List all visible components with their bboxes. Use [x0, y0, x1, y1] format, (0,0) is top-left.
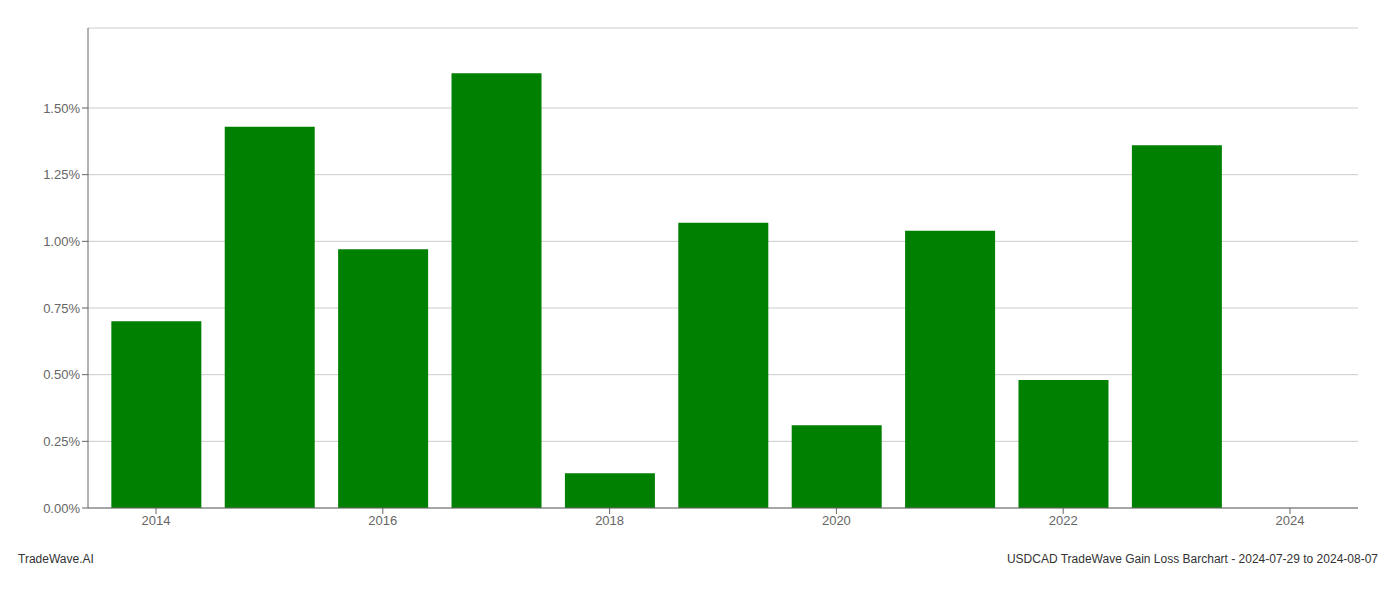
- html-text:USDCAD TradeWave Gain Loss Bar: USDCAD TradeWave Gain Loss Barchart - 20…: [1006, 552, 1378, 566]
- svg-text:0.00%: 0.00%: [43, 501, 80, 516]
- svg-text:0.50%: 0.50%: [43, 367, 80, 382]
- svg-text:2024: 2024: [1276, 513, 1305, 528]
- svg-text:1.50%: 1.50%: [43, 101, 80, 116]
- svg-text:2022: 2022: [1049, 513, 1078, 528]
- svg-text:2014: 2014: [142, 513, 171, 528]
- svg-text:0.75%: 0.75%: [43, 301, 80, 316]
- svg-text:1.25%: 1.25%: [43, 167, 80, 182]
- svg-text:2016: 2016: [368, 513, 397, 528]
- html-text:TradeWave.AI: TradeWave.AI: [18, 552, 94, 566]
- svg-text:2020: 2020: [822, 513, 851, 528]
- svg-text:0.25%: 0.25%: [43, 434, 80, 449]
- svg-text:1.00%: 1.00%: [43, 234, 80, 249]
- svg-text:2018: 2018: [595, 513, 624, 528]
